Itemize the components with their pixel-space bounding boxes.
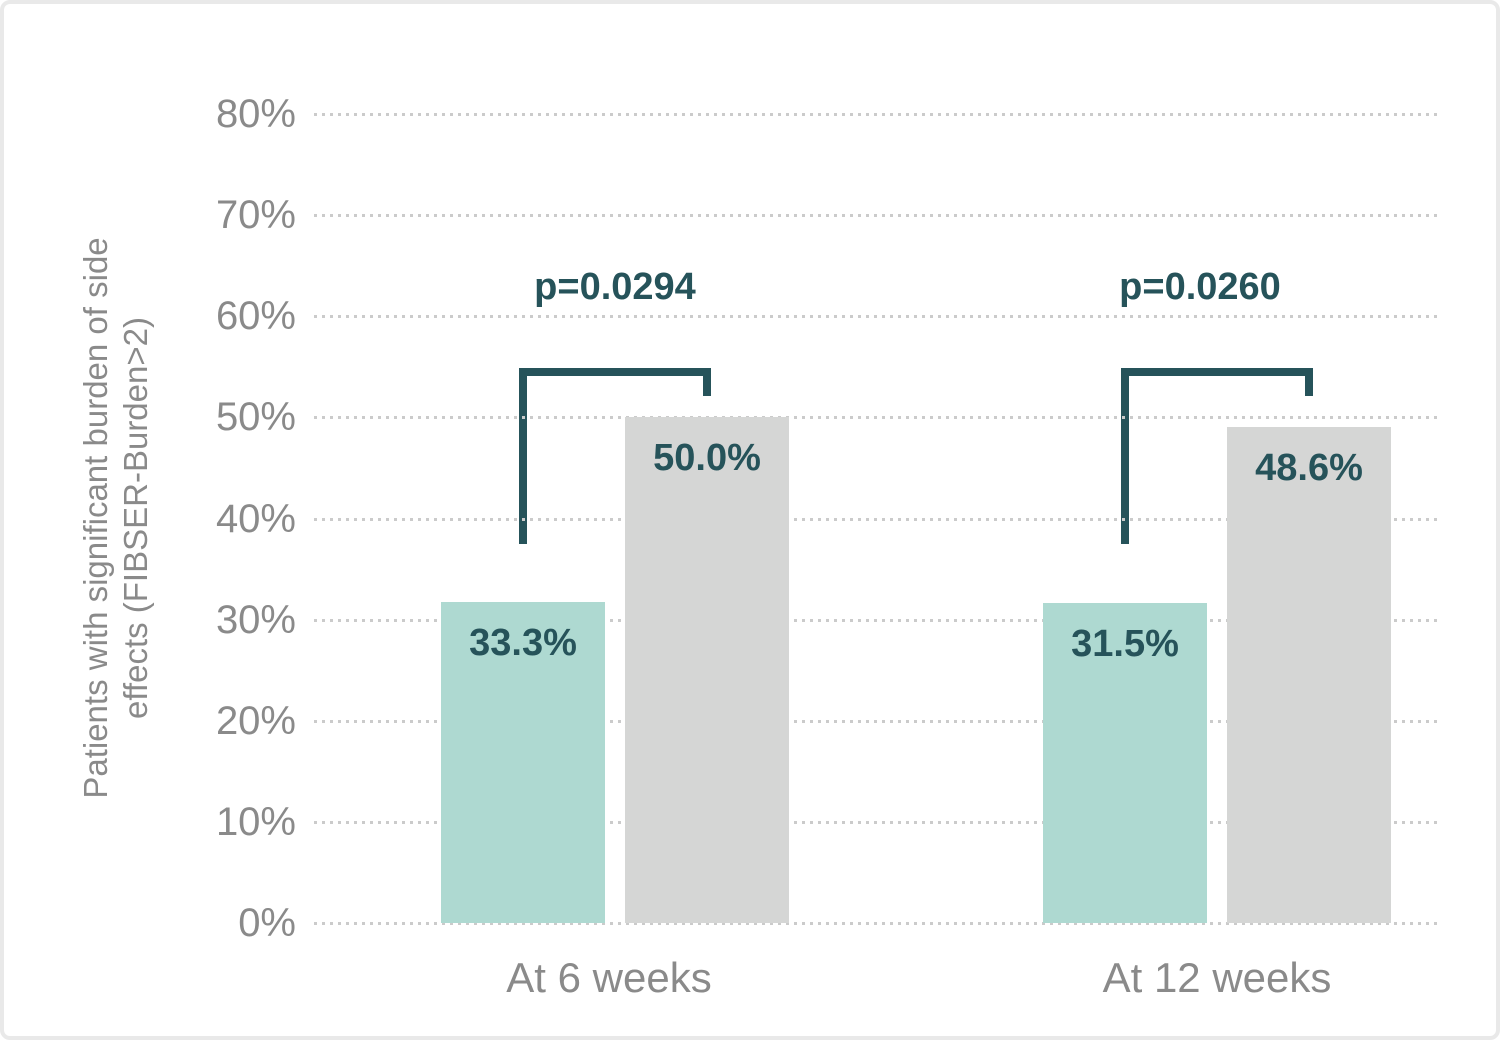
y-tick-label-10%: 10% [215,799,296,844]
bar-value-label: 31.5% [1071,623,1179,666]
gridline-40% [314,517,1441,521]
gridline-60% [314,315,1441,319]
gridline-20% [314,719,1441,723]
bar-value-label: 48.6% [1255,447,1363,490]
y-tick-label-80%: 80% [215,92,296,136]
y-tick-label-60%: 60% [215,294,296,339]
bar-gray-series-at-6-weeks: 50.0% [625,417,789,923]
bracket-left-leg [1121,368,1129,544]
gridline-10% [314,820,1441,824]
plot-area: p=0.0294 p=0.0260 At 6 weeks At 12 weeks… [4,4,1496,1036]
bar-value-label: 33.3% [469,622,577,665]
gridline-0% [314,922,1441,925]
gridline-30% [314,618,1441,622]
y-tick-label-0%: 0% [238,901,296,945]
bracket-top-bar [1121,368,1313,376]
bar-teal-series-at-6-weeks: 33.3% [441,602,605,923]
bar-gray-series-at-12-weeks: 48.6% [1227,427,1391,923]
bracket-left-leg [519,368,527,544]
x-axis-label-12-weeks: At 12 weeks [1102,954,1332,1001]
p-value-6-weeks: p=0.0294 [534,266,696,308]
bracket-right-leg [703,368,711,396]
y-tick-label-50%: 50% [215,395,296,440]
bracket-right-leg [1305,368,1313,396]
y-tick-label-40%: 40% [215,496,296,541]
y-tick-label-20%: 20% [215,698,296,743]
p-value-12-weeks: p=0.0260 [1119,266,1281,308]
gridline-70% [314,214,1441,218]
x-axis-label-6-weeks: At 6 weeks [506,954,712,1001]
gridline-50% [314,416,1441,420]
bar-value-label: 50.0% [653,437,761,480]
y-tick-label-30%: 30% [215,597,296,642]
y-tick-label-70%: 70% [215,193,296,238]
bracket-top-bar [519,368,711,376]
gridline-80% [314,113,1441,116]
bar-teal-series-at-12-weeks: 31.5% [1043,603,1207,923]
